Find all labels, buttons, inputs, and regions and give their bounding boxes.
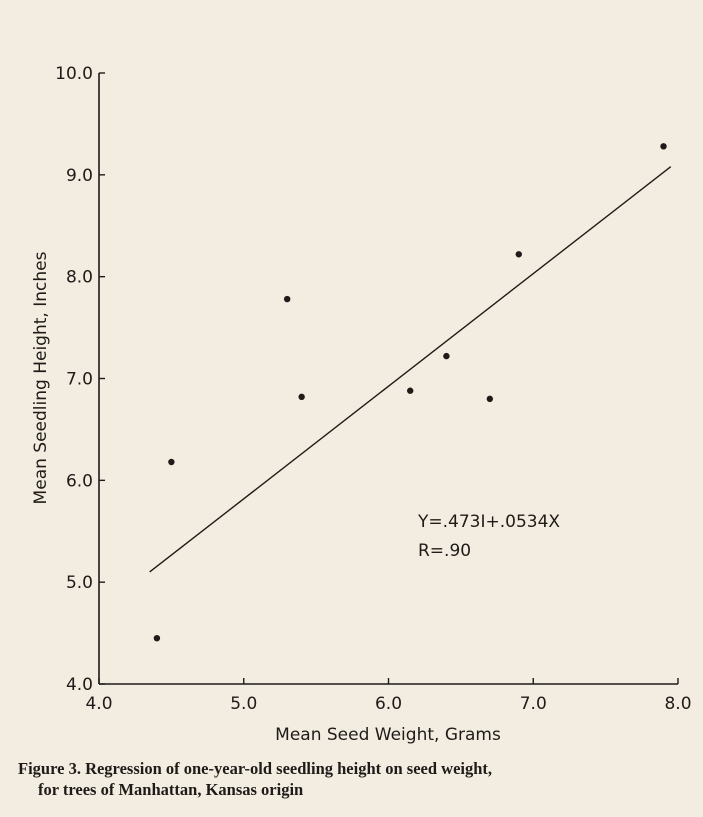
y-tick-label: 9.0 — [66, 166, 93, 186]
x-axis-title: Mean Seed Weight, Grams — [275, 725, 501, 745]
y-axis-title: Mean Seedling Height, Inches — [31, 251, 51, 504]
x-tick-label: 5.0 — [230, 694, 257, 714]
plot-area: 4.0 5.0 6.0 7.0 8.0 9.0 10.0 4.0 5.0 6.0 7.0 8.0 — [55, 64, 691, 714]
data-point — [660, 143, 667, 150]
y-tick-label: 4.0 — [66, 675, 93, 695]
correlation-coefficient: R=.90 — [418, 541, 471, 561]
data-point — [443, 352, 450, 360]
data-point — [153, 634, 161, 642]
figure-caption: Figure 3. Regression of one-year-old see… — [18, 758, 688, 800]
x-tick-label: 4.0 — [85, 694, 112, 714]
regression-equation: Y=.473I+.0534X — [417, 512, 560, 532]
y-tick-label: 8.0 — [66, 268, 93, 288]
data-point — [168, 458, 175, 466]
x-tick-label: 6.0 — [375, 694, 402, 714]
regression-line — [149, 166, 672, 573]
data-point — [486, 395, 494, 403]
data-point — [515, 251, 522, 258]
x-tick-label: 8.0 — [664, 694, 691, 714]
data-point — [283, 295, 291, 303]
y-tick-label: 7.0 — [66, 370, 93, 390]
caption-line-1: Figure 3. Regression of one-year-old see… — [18, 759, 493, 778]
y-tick-label: 10.0 — [55, 64, 93, 84]
data-point — [407, 387, 414, 394]
y-tick-label: 5.0 — [66, 573, 93, 593]
data-point — [298, 393, 305, 401]
caption-line-2: for trees of Manhattan, Kansas origin — [38, 780, 304, 799]
y-tick-label: 6.0 — [66, 471, 93, 491]
x-tick-label: 7.0 — [520, 694, 547, 714]
scatter-chart: 4.0 5.0 6.0 7.0 8.0 9.0 10.0 4.0 5.0 6.0 7.0 8.0 Me… — [31, 64, 692, 745]
